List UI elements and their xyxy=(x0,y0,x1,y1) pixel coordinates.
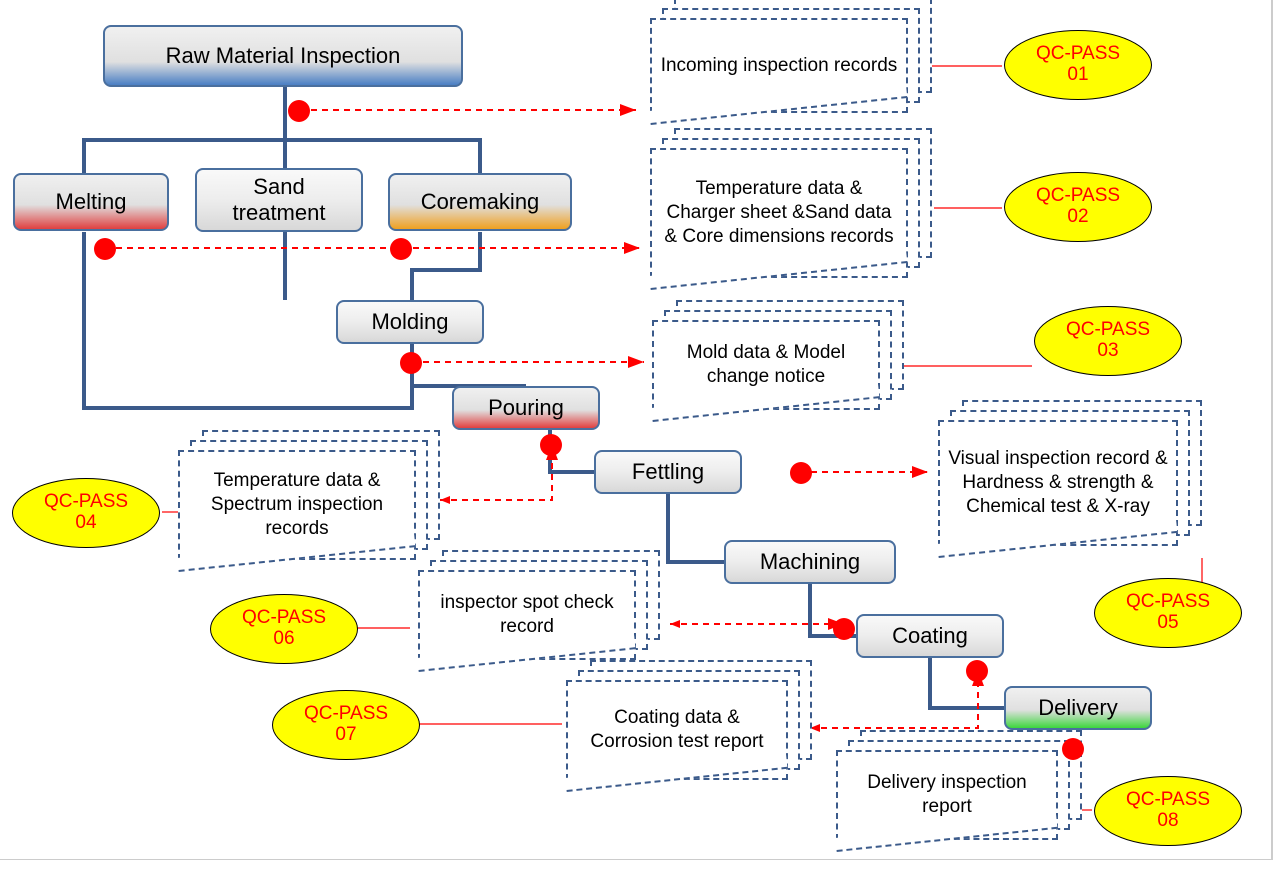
qc-line2: 06 xyxy=(273,629,294,650)
checkpoint-dot-4 xyxy=(540,434,562,456)
process-label: Raw Material Inspection xyxy=(166,43,401,69)
qc-line2: 07 xyxy=(335,725,356,746)
checkpoint-dot-8 xyxy=(1062,738,1084,760)
checkpoint-dot-6 xyxy=(833,618,855,640)
qc-badge-qc3: QC-PASS03 xyxy=(1034,306,1182,376)
doc-doc1: Incoming inspection records xyxy=(650,18,938,143)
checkpoint-dot-1 xyxy=(94,238,116,260)
process-label: Melting xyxy=(56,189,127,215)
process-label: Molding xyxy=(371,309,448,335)
doc-doc3: Mold data & Model change notice xyxy=(652,320,910,440)
process-label: Sand treatment xyxy=(205,174,353,227)
qc-line2: 05 xyxy=(1157,613,1178,634)
qc-badge-qc7: QC-PASS07 xyxy=(272,690,420,760)
process-label: Coating xyxy=(892,623,968,649)
process-label: Fettling xyxy=(632,459,704,485)
qc-line1: QC-PASS xyxy=(242,608,326,629)
qc-line1: QC-PASS xyxy=(1066,320,1150,341)
doc-doc4: Temperature data & Spectrum inspection r… xyxy=(178,450,446,590)
doc-doc7: Coating data & Corrosion test report xyxy=(566,680,818,810)
qc-line1: QC-PASS xyxy=(304,704,388,725)
qc-badge-qc2: QC-PASS02 xyxy=(1004,172,1152,242)
qc-badge-qc5: QC-PASS05 xyxy=(1094,578,1242,648)
process-melting: Melting xyxy=(13,173,169,231)
qc-badge-qc8: QC-PASS08 xyxy=(1094,776,1242,846)
checkpoint-dot-7 xyxy=(966,660,988,682)
process-core: Coremaking xyxy=(388,173,572,231)
qc-line2: 02 xyxy=(1067,207,1088,228)
process-label: Coremaking xyxy=(421,189,540,215)
process-machining: Machining xyxy=(724,540,896,584)
qc-line1: QC-PASS xyxy=(1126,592,1210,613)
qc-line2: 01 xyxy=(1067,65,1088,86)
qc-badge-qc6: QC-PASS06 xyxy=(210,594,358,664)
checkpoint-dot-5 xyxy=(790,462,812,484)
qc-line1: QC-PASS xyxy=(1036,44,1120,65)
process-raw: Raw Material Inspection xyxy=(103,25,463,87)
qc-line2: 04 xyxy=(75,513,96,534)
process-label: Pouring xyxy=(488,395,564,421)
qc-line2: 03 xyxy=(1097,341,1118,362)
process-label: Machining xyxy=(760,549,860,575)
checkpoint-dot-2 xyxy=(390,238,412,260)
process-coating: Coating xyxy=(856,614,1004,658)
process-sand: Sand treatment xyxy=(195,168,363,232)
process-molding: Molding xyxy=(336,300,484,344)
qc-badge-qc4: QC-PASS04 xyxy=(12,478,160,548)
checkpoint-dot-0 xyxy=(288,100,310,122)
qc-line1: QC-PASS xyxy=(1036,186,1120,207)
qc-line1: QC-PASS xyxy=(44,492,128,513)
process-delivery: Delivery xyxy=(1004,686,1152,730)
qc-line2: 08 xyxy=(1157,811,1178,832)
checkpoint-dot-3 xyxy=(400,352,422,374)
process-label: Delivery xyxy=(1038,695,1117,721)
process-pouring: Pouring xyxy=(452,386,600,430)
qc-line1: QC-PASS xyxy=(1126,790,1210,811)
doc-doc2: Temperature data & Charger sheet &Sand d… xyxy=(650,148,938,308)
process-fettling: Fettling xyxy=(594,450,742,494)
qc-badge-qc1: QC-PASS01 xyxy=(1004,30,1152,100)
doc-doc5: Visual inspection record & Hardness & st… xyxy=(938,420,1208,576)
doc-doc8: Delivery inspection report xyxy=(836,750,1088,870)
